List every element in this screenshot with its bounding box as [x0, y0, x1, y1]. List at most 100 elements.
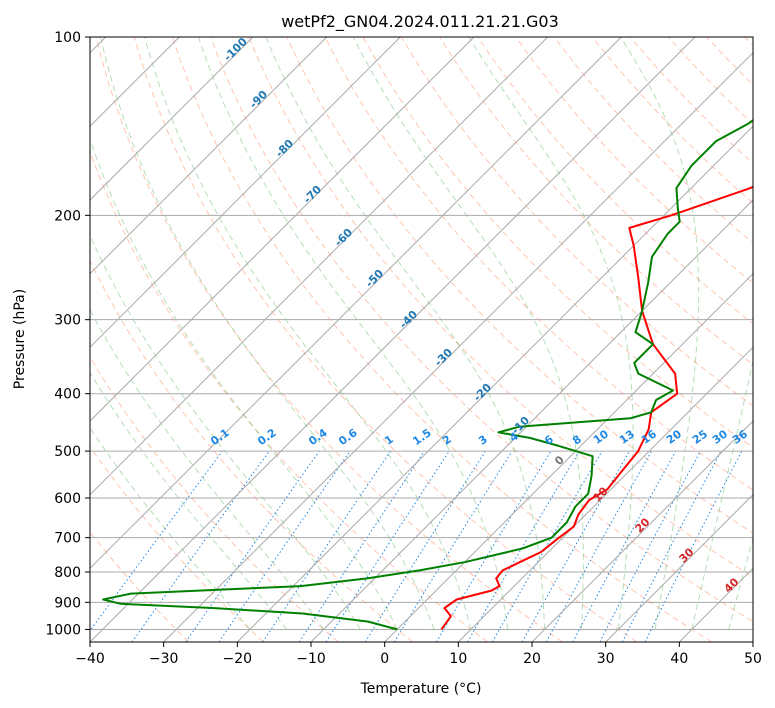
dry-adiabat	[210, 37, 753, 623]
isotherm-line	[90, 37, 328, 275]
dry-adiabat-label: -50	[363, 267, 386, 290]
x-tick-label: 20	[523, 651, 541, 667]
isotherm-line	[90, 37, 549, 496]
x-tick-label: −30	[149, 651, 179, 667]
isotherm-line	[310, 199, 753, 642]
mixing-ratio-label: 0.2	[255, 426, 278, 448]
mixing-ratio-line	[262, 450, 392, 642]
moist-adiabat-label: 40	[722, 575, 742, 595]
mixing-ratio-line	[545, 450, 653, 642]
x-tick-label: −40	[75, 651, 105, 667]
isotherm-line	[384, 272, 753, 642]
isotherm-line	[163, 51, 753, 642]
mixing-ratio-label: 1.5	[410, 426, 433, 448]
isotherm-line	[236, 125, 753, 642]
dry-adiabat	[90, 531, 190, 642]
mixing-ratio-label: 10	[591, 427, 611, 447]
dry-adiabat	[515, 37, 753, 284]
x-tick-label: −20	[223, 651, 253, 667]
plot-frame	[89, 36, 754, 643]
moist-adiabat	[468, 37, 634, 630]
moist-adiabat	[100, 37, 435, 630]
moist-adiabat-label: 30	[677, 545, 697, 565]
mixing-ratio-line	[131, 450, 270, 642]
dry-adiabat	[324, 37, 753, 491]
mixing-ratio-line	[298, 450, 425, 642]
isotherm-line	[90, 37, 696, 642]
reference-lines	[90, 37, 753, 642]
isotherm-line	[531, 420, 753, 642]
dry-adiabat	[248, 37, 753, 578]
y-tick-label: 1000	[45, 622, 81, 638]
y-tick-label: 600	[54, 491, 81, 507]
y-tick-label: 100	[54, 30, 81, 46]
dry-adiabat	[90, 259, 414, 642]
mixing-ratio-label: 2	[440, 433, 454, 448]
dry-adiabat	[286, 37, 753, 534]
mixing-ratio-label: 3	[476, 433, 490, 448]
y-tick-label: 900	[54, 595, 81, 611]
isotherm-line	[90, 37, 475, 422]
moist-adiabat	[90, 308, 324, 630]
x-tick-label: −10	[296, 651, 326, 667]
dry-adiabat	[90, 356, 339, 642]
moist-adiabat	[265, 37, 546, 630]
mixing-ratio-label: 0.6	[336, 426, 360, 448]
mixing-ratio-line	[521, 450, 630, 642]
isotherm-line	[605, 493, 753, 642]
moist-adiabat	[728, 536, 753, 630]
dry-adiabat-label: -70	[301, 183, 324, 206]
mixing-ratio-line	[644, 450, 743, 642]
moist-adiabat	[90, 426, 251, 630]
moist-adiabat	[352, 37, 584, 630]
x-tick-label: 0	[380, 651, 389, 667]
dry-adiabat-label: -40	[397, 308, 420, 331]
y-tick-label: 800	[54, 565, 81, 581]
isotherm-line	[90, 37, 401, 349]
dry-adiabat-label: -60	[332, 226, 355, 249]
mixing-ratio-line	[435, 450, 552, 642]
dry-adiabat	[95, 37, 563, 642]
dry-adiabat-label: -30	[432, 346, 455, 369]
moist-adiabat	[620, 37, 700, 630]
x-tick-label: 10	[449, 651, 467, 667]
isotherm-line	[752, 641, 753, 642]
x-tick-label: 50	[744, 651, 762, 667]
moist-adiabat	[90, 371, 288, 630]
mixing-ratio-line	[393, 450, 513, 642]
mixing-ratio-line	[185, 450, 320, 642]
y-axis: 100 200 300 400 500 600 700 800 900 1000	[45, 30, 90, 638]
mixing-ratio-line	[572, 450, 677, 642]
dry-adiabat-label: -20	[471, 381, 494, 404]
moist-adiabat-label: 20	[633, 515, 653, 535]
dry-adiabat	[90, 445, 264, 642]
dry-adiabat	[171, 37, 712, 642]
dry-adiabat	[90, 150, 488, 642]
moist-adiabat	[90, 137, 398, 630]
isotherm-line	[90, 37, 254, 201]
dry-adiabat-label: 0	[552, 453, 567, 468]
dewpoint-profile-line	[102, 119, 753, 631]
x-axis: −40 −30 −20 −10 0 10 20 30 40 50	[75, 642, 762, 667]
mixing-ratio-line	[218, 450, 351, 642]
mixing-ratio-line	[325, 450, 450, 642]
y-tick-label: 400	[54, 387, 81, 403]
series-layer	[102, 119, 753, 631]
isotherm-line	[678, 567, 753, 642]
moist-adiabat	[90, 234, 361, 630]
dry-adiabat	[133, 37, 638, 642]
mixing-ratio-label: 20	[664, 427, 684, 447]
y-tick-label: 700	[54, 531, 81, 547]
y-tick-label: 200	[54, 208, 81, 224]
chart-title: wetPf2_GN04.2024.011.21.21.G03	[281, 12, 559, 32]
dry-adiabat-label: -100	[221, 35, 250, 64]
mixing-ratio-line	[90, 450, 223, 632]
isotherm-line	[90, 37, 622, 570]
mixing-ratio-label: 13	[617, 427, 637, 446]
mixing-ratio-line	[364, 450, 486, 642]
mixing-ratio-label: 30	[710, 427, 730, 447]
moist-adiabat	[144, 37, 472, 630]
mixing-ratio-label: 1	[382, 433, 396, 448]
mixing-ratio-label: 0.4	[306, 426, 330, 448]
